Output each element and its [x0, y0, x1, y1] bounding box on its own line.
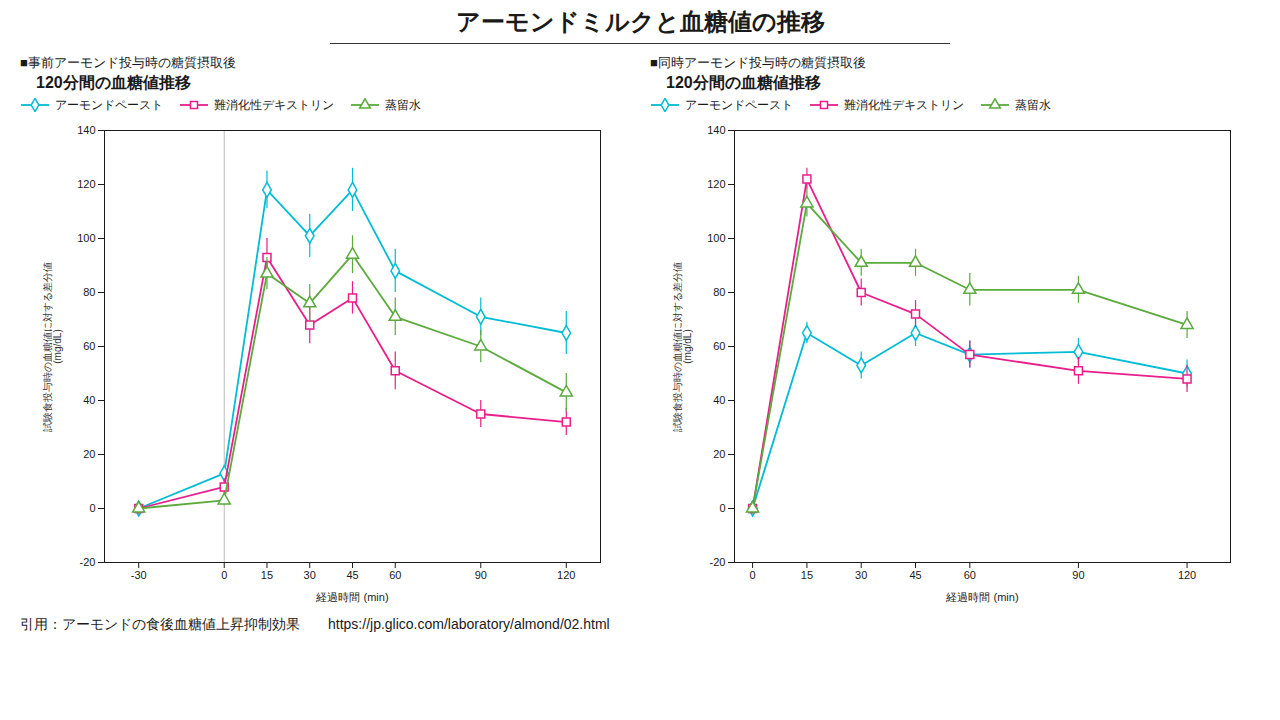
svg-text:0: 0	[719, 502, 725, 514]
svg-text:80: 80	[713, 286, 725, 298]
svg-text:20: 20	[83, 448, 95, 460]
html-text:引用：アーモンドの食後血糖値上昇抑制効果 https://j: 引用：アーモンドの食後血糖値上昇抑制効果 https://jp.glico.co…	[20, 615, 610, 632]
html-text:難消化性デキストリン: 難消化性デキストリン	[214, 97, 334, 112]
svg-text:試験食投与時の血糖値に対する差分値(mg/dL): 試験食投与時の血糖値に対する差分値(mg/dL)	[672, 261, 693, 431]
svg-text:60: 60	[713, 340, 725, 352]
svg-text:140: 140	[77, 124, 95, 136]
svg-text:120: 120	[707, 178, 725, 190]
svg-text:-30: -30	[131, 569, 147, 581]
svg-text:60: 60	[964, 569, 976, 581]
svg-text:0: 0	[750, 569, 756, 581]
html-text:■事前アーモンド投与時の糖質摂取後: ■事前アーモンド投与時の糖質摂取後	[20, 54, 236, 70]
html-text:120分間の血糖値推移: 120分間の血糖値推移	[650, 73, 821, 91]
html-text:アーモンドペースト: アーモンドペースト	[685, 97, 793, 112]
svg-text:0: 0	[221, 569, 227, 581]
svg-text:15: 15	[801, 569, 813, 581]
svg-text:100: 100	[707, 232, 725, 244]
svg-text:15: 15	[261, 569, 273, 581]
svg-text:45: 45	[909, 569, 921, 581]
svg-text:40: 40	[713, 394, 725, 406]
svg-text:経過時間 (min): 経過時間 (min)	[945, 590, 1018, 602]
svg-text:120: 120	[557, 569, 575, 581]
svg-text:試験食投与時の血糖値に対する差分値(mg/dL): 試験食投与時の血糖値に対する差分値(mg/dL)	[42, 261, 63, 431]
svg-text:60: 60	[389, 569, 401, 581]
svg-text:60: 60	[83, 340, 95, 352]
svg-text:90: 90	[1072, 569, 1084, 581]
svg-text:経過時間 (min): 経過時間 (min)	[315, 590, 388, 602]
svg-text:140: 140	[707, 124, 725, 136]
svg-text:-20: -20	[710, 556, 726, 568]
svg-text:100: 100	[77, 232, 95, 244]
html-text:難消化性デキストリン: 難消化性デキストリン	[844, 97, 964, 112]
html-text:アーモンドペースト: アーモンドペースト	[55, 97, 163, 112]
html-text:■同時アーモンド投与時の糖質摂取後: ■同時アーモンド投与時の糖質摂取後	[650, 54, 866, 70]
html-text:アーモンドミルクと血糖値の推移: アーモンドミルクと血糖値の推移	[455, 8, 825, 35]
svg-text:-20: -20	[80, 556, 96, 568]
svg-text:120: 120	[1178, 569, 1196, 581]
svg-text:30: 30	[855, 569, 867, 581]
html-text:120分間の血糖値推移: 120分間の血糖値推移	[20, 73, 191, 91]
svg-text:80: 80	[83, 286, 95, 298]
html-text:蒸留水: 蒸留水	[1015, 97, 1051, 112]
html-text:蒸留水: 蒸留水	[385, 97, 421, 112]
svg-text:0: 0	[89, 502, 95, 514]
svg-text:20: 20	[713, 448, 725, 460]
svg-text:40: 40	[83, 394, 95, 406]
svg-text:120: 120	[77, 178, 95, 190]
svg-text:45: 45	[346, 569, 358, 581]
svg-text:30: 30	[304, 569, 316, 581]
svg-text:90: 90	[475, 569, 487, 581]
